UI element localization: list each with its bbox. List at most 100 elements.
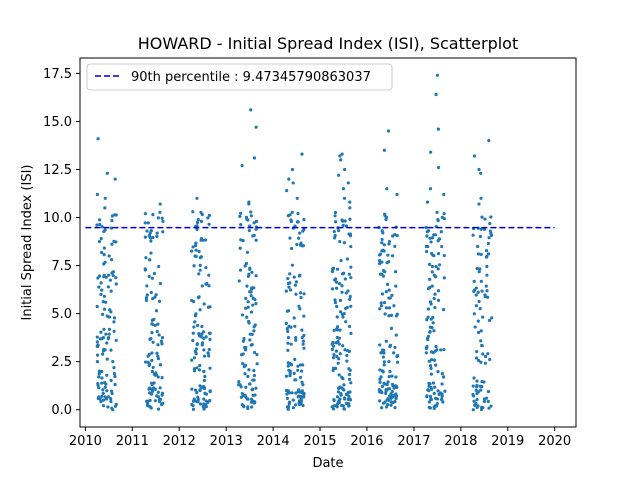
- data-point: [190, 358, 194, 362]
- data-point: [345, 305, 349, 310]
- x-tick-label: 2012: [163, 434, 196, 449]
- data-point: [291, 398, 295, 402]
- data-point: [98, 222, 102, 227]
- data-point: [147, 274, 151, 279]
- data-point: [291, 181, 295, 185]
- data-point: [435, 73, 440, 77]
- data-point: [96, 276, 100, 280]
- data-point: [101, 404, 106, 408]
- data-point: [394, 284, 398, 288]
- data-point: [477, 358, 481, 363]
- data-point: [480, 215, 484, 219]
- data-point: [198, 363, 202, 368]
- data-point: [286, 341, 290, 345]
- data-point: [390, 293, 394, 297]
- data-point: [156, 216, 160, 220]
- data-point: [202, 354, 207, 358]
- data-point: [194, 347, 198, 351]
- data-point: [475, 379, 479, 383]
- data-point: [293, 357, 297, 361]
- data-point: [387, 296, 391, 300]
- data-point: [110, 271, 114, 275]
- data-point: [472, 312, 476, 316]
- data-point: [250, 397, 254, 401]
- data-point: [97, 239, 102, 244]
- data-point: [294, 403, 298, 407]
- data-point: [341, 219, 345, 223]
- data-point: [297, 304, 301, 308]
- data-point: [102, 246, 106, 250]
- data-point: [394, 270, 398, 274]
- data-point: [341, 344, 345, 348]
- data-point: [298, 307, 302, 311]
- data-point: [100, 288, 104, 292]
- data-point: [190, 387, 194, 391]
- data-point: [427, 381, 431, 385]
- data-point: [285, 327, 289, 331]
- x-tick-label: 2011: [116, 434, 149, 449]
- data-point: [251, 393, 255, 397]
- data-point: [102, 307, 107, 311]
- data-point: [341, 223, 345, 227]
- data-point: [392, 304, 396, 308]
- data-point: [252, 233, 256, 237]
- data-point: [290, 167, 295, 172]
- x-tick-label: 2014: [257, 434, 290, 449]
- data-point: [428, 325, 432, 329]
- data-point: [347, 377, 352, 381]
- data-point: [101, 388, 105, 392]
- data-point: [254, 219, 259, 223]
- data-point: [191, 299, 196, 304]
- data-point: [471, 392, 475, 397]
- data-point: [151, 365, 155, 370]
- data-point: [246, 305, 250, 309]
- data-point: [432, 391, 436, 395]
- data-point: [146, 221, 150, 225]
- data-point: [149, 290, 153, 295]
- data-point: [337, 342, 341, 346]
- data-point: [380, 348, 385, 352]
- data-point: [254, 227, 258, 231]
- data-point: [380, 272, 384, 276]
- data-point: [244, 261, 249, 266]
- data-point: [429, 150, 433, 154]
- data-point: [146, 354, 150, 358]
- data-point: [434, 344, 438, 349]
- data-point: [475, 383, 479, 387]
- data-point: [110, 242, 114, 246]
- data-point: [340, 403, 344, 408]
- data-point: [337, 357, 341, 361]
- data-point: [331, 407, 336, 411]
- data-point: [150, 389, 155, 393]
- data-point: [284, 289, 288, 293]
- data-point: [301, 339, 306, 343]
- data-point: [429, 350, 434, 354]
- x-tick-label: 2019: [491, 434, 524, 449]
- data-point: [151, 235, 155, 240]
- data-point: [151, 322, 155, 326]
- data-point: [378, 307, 382, 311]
- data-point: [113, 213, 117, 217]
- data-point: [238, 246, 242, 250]
- data-point: [331, 340, 335, 345]
- data-point: [155, 329, 159, 334]
- data-point: [286, 361, 290, 365]
- data-point: [290, 391, 294, 395]
- data-point: [344, 401, 348, 405]
- data-point: [152, 317, 156, 321]
- data-point: [394, 392, 398, 396]
- data-point: [424, 225, 428, 230]
- data-point: [197, 272, 201, 276]
- data-point: [338, 328, 342, 332]
- x-axis-title: Date: [312, 456, 343, 471]
- data-point: [479, 196, 483, 200]
- data-point: [193, 254, 197, 258]
- data-point: [349, 304, 353, 308]
- data-point: [482, 399, 487, 404]
- data-point: [97, 375, 101, 379]
- data-point: [439, 348, 443, 352]
- data-point: [244, 306, 248, 310]
- data-point: [145, 229, 149, 233]
- x-tick-label: 2010: [69, 434, 102, 449]
